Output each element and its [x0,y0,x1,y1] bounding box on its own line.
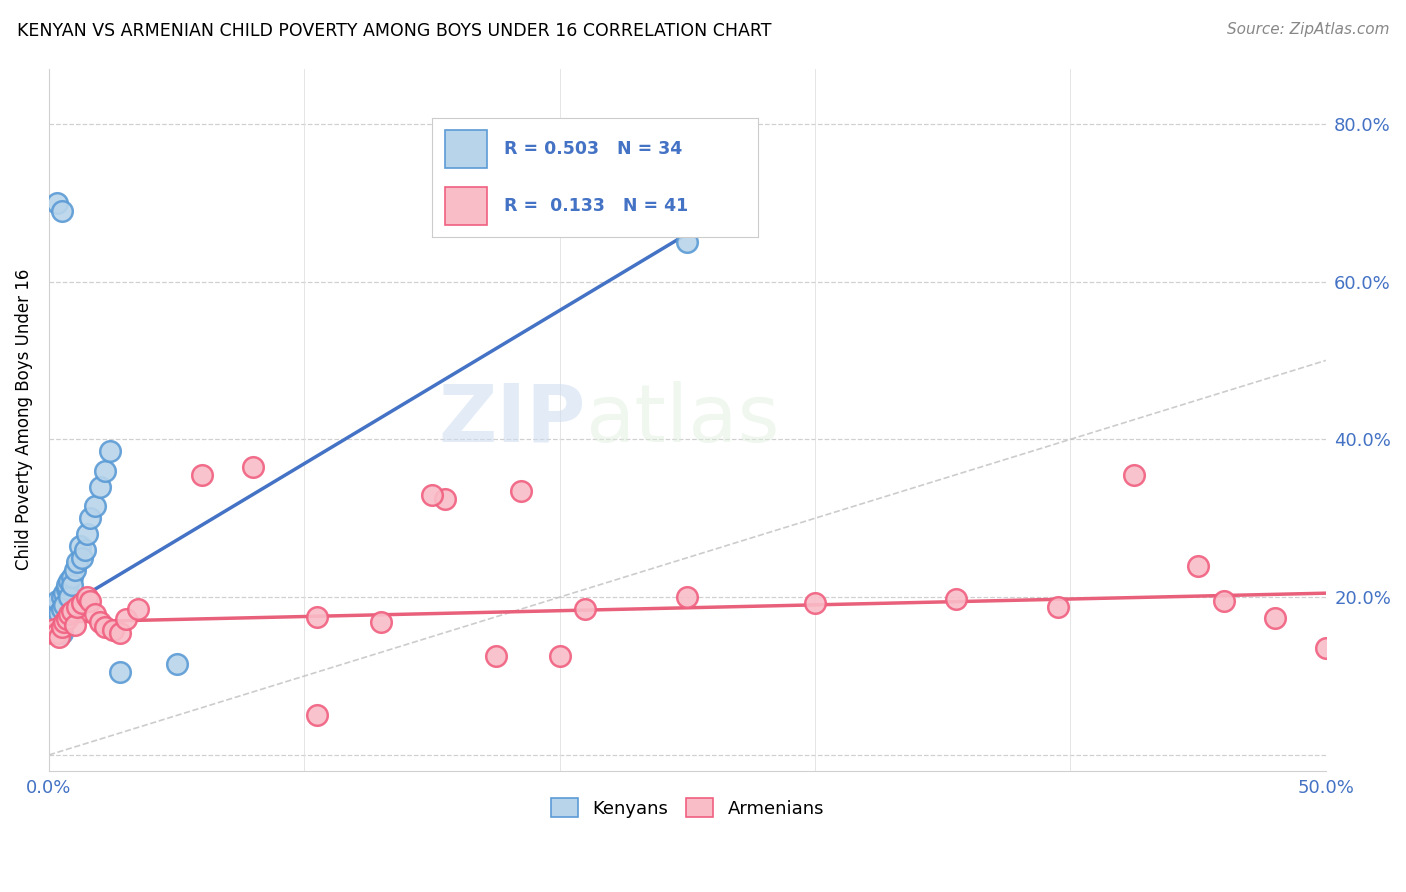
Point [66,599,89,614]
Point [45,594,67,608]
Point [485,649,508,664]
Point [58,590,80,604]
Point [98,444,121,458]
Point [56,612,79,626]
Point [574,602,596,616]
Point [1187,558,1209,573]
Point [53,586,76,600]
Point [166,657,188,672]
Point [56,578,79,592]
Point [110,625,132,640]
Point [420,487,443,501]
Point [70,596,93,610]
Y-axis label: Child Poverty Among Boys Under 16: Child Poverty Among Boys Under 16 [15,268,32,570]
Point [1046,599,1069,614]
Point [370,615,392,630]
Point [66,555,89,569]
Point [79,594,101,608]
Point [51,590,73,604]
Point [48,622,70,636]
Point [60,570,83,584]
Point [51,625,73,640]
Text: atlas: atlas [585,381,779,458]
Point [76,590,98,604]
Point [307,610,329,624]
Point [41,625,63,640]
Point [56,582,79,597]
Point [70,550,93,565]
Point [53,615,76,630]
Point [58,607,80,622]
Point [48,606,70,620]
Point [114,612,136,626]
Point [76,527,98,541]
Point [945,591,967,606]
Point [51,602,73,616]
Point [676,235,699,249]
Point [42,617,65,632]
Point [804,596,827,610]
Point [60,578,83,592]
Point [84,607,107,622]
Point [58,574,80,589]
Point [89,480,111,494]
Text: Source: ZipAtlas.com: Source: ZipAtlas.com [1226,22,1389,37]
Point [1264,611,1286,625]
Point [41,610,63,624]
Point [63,617,86,632]
Point [94,464,117,478]
Point [51,620,73,634]
Point [89,615,111,630]
Point [433,491,456,506]
Point [110,665,132,679]
Point [63,562,86,576]
Point [45,625,67,640]
Point [53,598,76,612]
Point [510,483,533,498]
Point [42,622,65,636]
Point [79,511,101,525]
Point [1315,641,1337,656]
Point [307,708,329,723]
Text: ZIP: ZIP [439,381,585,458]
Point [48,630,70,644]
Point [1123,467,1146,482]
Point [94,620,117,634]
Point [676,590,699,604]
Point [73,542,96,557]
Point [69,539,91,553]
Point [1212,594,1234,608]
Point [42,602,65,616]
Point [60,604,83,618]
Point [101,624,124,638]
Point [51,203,73,218]
Point [45,614,67,628]
Point [127,602,149,616]
Point [191,467,214,482]
Point [84,500,107,514]
Point [45,195,67,210]
Legend: Kenyans, Armenians: Kenyans, Armenians [543,791,831,825]
Point [242,459,264,474]
Text: KENYAN VS ARMENIAN CHILD POVERTY AMONG BOYS UNDER 16 CORRELATION CHART: KENYAN VS ARMENIAN CHILD POVERTY AMONG B… [17,22,772,40]
Point [548,649,571,664]
